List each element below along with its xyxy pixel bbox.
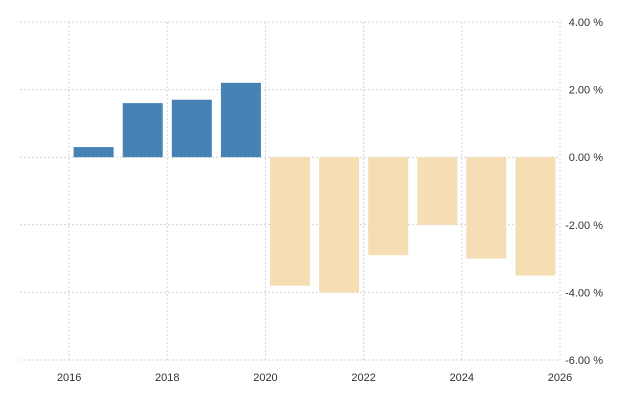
x-tick-label: 2018 [155,372,179,384]
y-tick-label: 4.00 % [569,17,603,29]
bar-2021 [319,157,360,293]
y-tick-label: -2.00 % [565,220,603,232]
bars [73,82,556,293]
y-axis-ticks: 4.00 % 2.00 % 0.00 % -2.00 % -4.00 % -6.00 % [565,17,603,367]
bar-2019 [220,82,261,158]
bar-2024 [466,157,507,259]
y-tick-label: -6.00 % [565,355,603,367]
bar-2022 [368,157,409,256]
x-tick-label: 2016 [57,372,81,384]
bar-2023 [417,157,458,225]
x-tick-label: 2020 [253,372,277,384]
y-tick-label: 0.00 % [569,152,603,164]
x-tick-label: 2022 [351,372,375,384]
y-tick-label: -4.00 % [565,287,603,299]
bar-2025 [515,157,556,276]
bar-2016 [73,147,114,158]
x-axis-ticks: 2016 2018 2020 2022 2024 2026 [57,372,572,384]
bar-2018 [171,99,212,158]
bar-2017 [122,103,163,158]
x-tick-label: 2026 [548,372,572,384]
x-tick-label: 2024 [450,372,474,384]
y-tick-label: 2.00 % [569,85,603,97]
bar-2020 [270,157,310,286]
